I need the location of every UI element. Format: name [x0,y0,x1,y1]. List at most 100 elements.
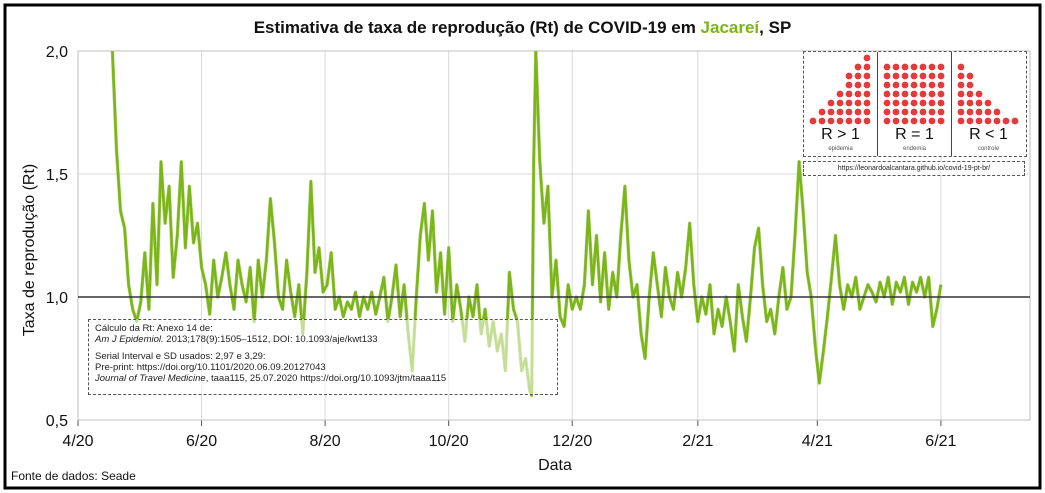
illustration-dot [818,117,826,125]
illustration-dot [937,63,945,71]
illustration-dot [984,108,992,116]
illustration-dot [892,72,900,80]
illustration-dot [937,99,945,107]
illustration-dot [910,99,918,107]
x-tick-label: 6/21 [925,433,956,450]
illustration-dot [937,117,945,125]
chart-title: Estimativa de taxa de reprodução (Rt) de… [0,18,1045,38]
illustration-dot [910,72,918,80]
illustration-dot [919,108,927,116]
illustration-dot [928,90,936,98]
notes-line-3: Serial Interval e SD usados: 2,97 e 3,29… [95,351,266,362]
illustration-dot [836,108,844,116]
r-equal-sub: endemia [902,146,926,152]
illustration-dot [836,117,844,125]
illustration-dot [901,108,909,116]
illustration-dot [919,90,927,98]
illustration-dot [957,108,965,116]
illustration-dot [845,72,853,80]
illustration-dot [883,90,891,98]
illustration-dot [928,63,936,71]
illustration-dot [883,63,891,71]
illustration-dot [966,108,974,116]
title-city: Jacareí [700,18,760,37]
illustration-dot [845,90,853,98]
illustration-dot [836,90,844,98]
y-tick-label: 2,0 [46,44,68,61]
illustration-dot [1011,117,1019,125]
notes-journal-2: Journal of Travel Medicine [95,373,206,384]
r-greater-sub: epidemia [828,146,853,152]
illustration-dot [854,90,862,98]
illustration-dot [845,117,853,125]
illustration-dot [863,72,871,80]
illustration-dot [919,117,927,125]
illustration-dot [957,117,965,125]
illustration-dot [937,90,945,98]
title-suffix: , SP [759,18,792,37]
illustration-dot [993,108,1001,116]
illustration-dot [883,72,891,80]
data-source: Fonte de dados: Seade [11,469,136,483]
illustration-dot [845,81,853,89]
illustration-dot [863,81,871,89]
notes-line-2: Am J Epidemiol. 2013;178(9):1505–1512, D… [95,334,551,345]
x-tick-label: 8/20 [310,433,341,450]
illustration-dot [937,81,945,89]
illustration-dot [993,117,1001,125]
illustration-dot [910,90,918,98]
notes-ref-2: , taaa115, 25.07.2020 https://doi.org/10… [205,373,447,384]
plot-area-border [77,50,1031,421]
x-tick-label: 2/21 [682,433,713,450]
y-tick-label: 1,0 [46,290,68,307]
illustration-dot [910,117,918,125]
illustration-dot [975,99,983,107]
r-equal-label: R = 1 [895,126,934,143]
illustration-dot [854,108,862,116]
illustration-dot [937,108,945,116]
illustration-dot [919,99,927,107]
illustration-dot [901,81,909,89]
panel-r-greater: R > 1 epidemia [804,52,877,156]
illustration-dot [854,117,862,125]
illustration-dot [910,81,918,89]
illustration-dot [883,117,891,125]
r-explainer-inset: R > 1 epidemia R = 1 endemia R < 1 contr… [803,51,1027,157]
x-tick-label: 4/20 [62,433,93,450]
illustration-dot [910,63,918,71]
illustration-dot [883,81,891,89]
r-less-sub: controle [977,146,1000,152]
illustration-dot [910,108,918,116]
x-axis-label: Data [538,457,572,474]
illustration-dot [928,72,936,80]
illustration-dot [854,63,862,71]
illustration-dot [892,90,900,98]
illustration-dot [975,90,983,98]
illustration-dot [966,72,974,80]
r-greater-label: R > 1 [821,126,860,143]
illustration-dot [863,63,871,71]
illustration-dot [827,108,835,116]
notes-line-1: Cálculo da Rt: Anexo 14 de: [95,323,213,334]
x-tick-label: 12/20 [552,433,592,450]
illustration-dot [901,90,909,98]
illustration-dot [1002,117,1010,125]
r-less-label: R < 1 [969,126,1008,143]
illustration-dot [928,117,936,125]
illustration-dot [854,81,862,89]
illustration-dot [957,72,965,80]
illustration-dot [901,72,909,80]
illustration-dot [883,108,891,116]
illustration-dot [919,63,927,71]
illustration-dot [863,117,871,125]
illustration-dot [966,99,974,107]
illustration-dot [928,81,936,89]
illustration-dot [966,90,974,98]
source-url[interactable]: https://leonardoalcantara.github.io/covi… [803,161,1025,176]
notes-line-4: Pre-print: https://doi.org/10.1101/2020.… [95,362,326,373]
notes-ref-1: 2013;178(9):1505–1512, DOI: 10.1093/aje/… [163,334,378,345]
control-dots-illustration [957,63,1019,125]
illustration-dot [928,99,936,107]
y-tick-label: 1,5 [46,167,68,184]
